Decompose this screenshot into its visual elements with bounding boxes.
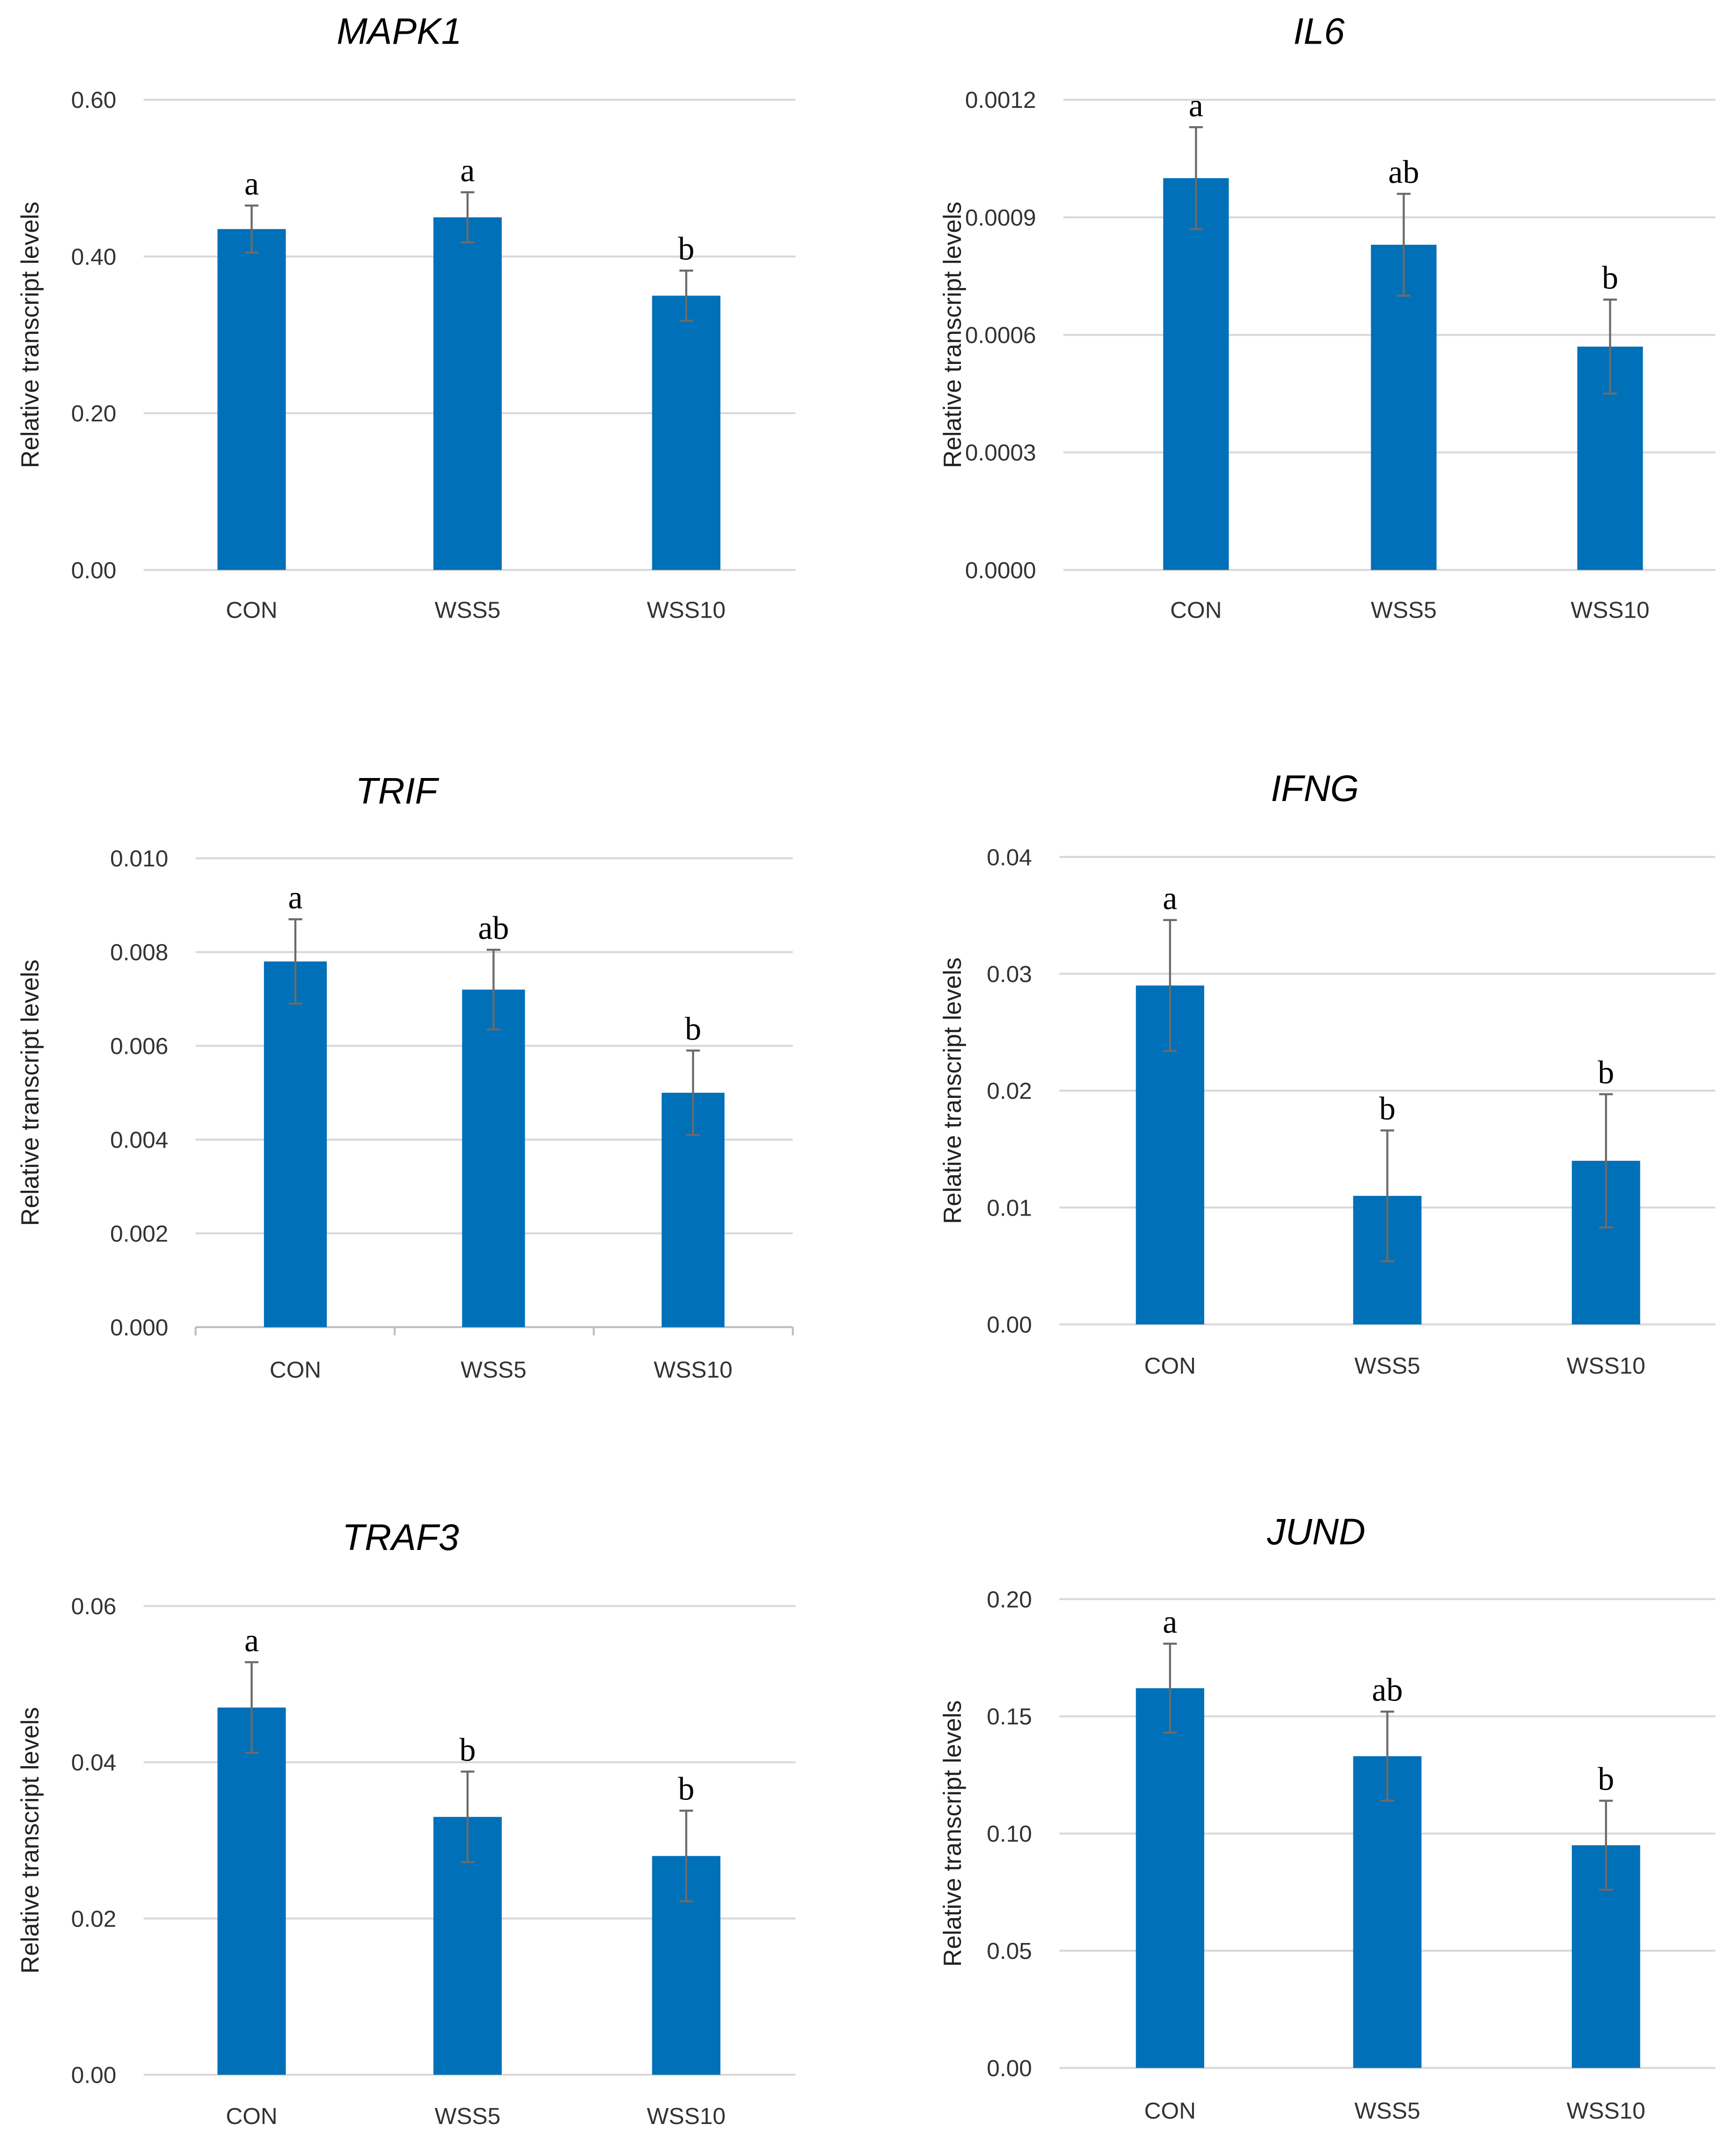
y-tick-label: 0.05: [987, 1938, 1032, 1964]
x-tick-label: CON: [1144, 2098, 1196, 2124]
y-tick-label: 0.006: [110, 1034, 168, 1059]
y-tick-label: 0.10: [987, 1821, 1032, 1847]
significance-label: a: [244, 166, 259, 202]
significance-label: b: [1379, 1091, 1396, 1127]
significance-label: b: [678, 231, 694, 267]
x-tick-label: WSS10: [1567, 2098, 1645, 2124]
significance-label: a: [1163, 1604, 1177, 1640]
chart-panel-trif: TRIF 0.000 0.002 0.004 0.006 0.008 0.010 Relati…: [17, 771, 794, 1383]
bar-con: [264, 961, 327, 1327]
significance-label: a: [460, 153, 475, 189]
chart-panel-ifng: IFNG 0.00 0.01 0.02 0.03 0.04 Relative transcr…: [939, 768, 1715, 1379]
x-tick-label: WSS10: [1571, 597, 1650, 623]
y-tick-label: 0.02: [71, 1906, 116, 1932]
y-tick-label: 0.15: [987, 1704, 1032, 1730]
y-tick-label: 0.00: [987, 1312, 1032, 1338]
y-tick-label: 0.0009: [965, 205, 1036, 231]
bar-wss5: [462, 990, 525, 1327]
bar-wss5: [1353, 1756, 1422, 2068]
y-tick-label: 0.00: [987, 2056, 1032, 2081]
x-tick-label: CON: [270, 1357, 321, 1383]
significance-label: b: [685, 1011, 701, 1047]
bar-con: [1163, 178, 1229, 570]
y-tick-label: 0.06: [71, 1594, 116, 1619]
significance-label: ab: [1372, 1672, 1403, 1708]
y-axis-label: Relative transcript levels: [939, 1700, 966, 1966]
chart-panel-jund: JUND 0.00 0.05 0.10 0.15 0.20 Relative transcr…: [939, 1511, 1715, 2124]
y-tick-label: 0.60: [71, 87, 116, 113]
chart-title: TRAF3: [342, 1517, 459, 1558]
y-tick-label: 0.40: [71, 244, 116, 270]
y-tick-label: 0.02: [987, 1078, 1032, 1104]
y-tick-label: 0.20: [987, 1587, 1032, 1612]
y-axis-label: Relative transcript levels: [17, 1707, 44, 1973]
x-tick-label: WSS5: [1354, 2098, 1420, 2124]
y-tick-label: 0.01: [987, 1195, 1032, 1221]
y-tick-label: 0.0000: [965, 558, 1036, 583]
chart-title: IFNG: [1271, 768, 1359, 809]
y-tick-label: 0.20: [71, 401, 116, 427]
chart-title: TRIF: [355, 771, 439, 812]
chart-title: MAPK1: [337, 10, 462, 52]
significance-label: a: [1163, 881, 1177, 917]
significance-label: b: [1598, 1055, 1614, 1091]
y-axis-label: Relative transcript levels: [17, 202, 44, 468]
y-tick-label: 0.0003: [965, 440, 1036, 466]
y-axis-label: Relative transcript levels: [939, 202, 966, 468]
y-tick-label: 0.010: [110, 846, 168, 872]
bar-wss5: [1371, 244, 1437, 570]
significance-label: b: [460, 1732, 476, 1768]
x-tick-label: WSS5: [1354, 1353, 1420, 1379]
x-tick-label: CON: [1144, 1353, 1196, 1379]
significance-label: a: [1189, 88, 1203, 124]
bar-con: [1136, 1688, 1204, 2068]
chart-panel-il6: IL6 0.0000 0.0003 0.0006 0.0009 0.0012 Relativ…: [939, 10, 1715, 623]
y-tick-label: 0.03: [987, 961, 1032, 987]
y-tick-label: 0.00: [71, 2063, 116, 2088]
significance-label: ab: [478, 910, 509, 946]
y-tick-label: 0.004: [110, 1127, 168, 1153]
significance-label: b: [1598, 1761, 1614, 1797]
x-tick-label: CON: [226, 597, 278, 623]
chart-title: JUND: [1267, 1511, 1366, 1552]
x-tick-label: WSS10: [647, 2103, 725, 2129]
chart-panel-traf3: TRAF3 0.00 0.02 0.04 0.06 Relative transcript…: [17, 1517, 796, 2129]
x-tick-label: WSS5: [435, 597, 500, 623]
significance-label: a: [288, 880, 302, 916]
bar-wss10: [652, 295, 721, 570]
y-tick-label: 0.04: [71, 1750, 116, 1776]
x-tick-label: WSS10: [647, 597, 725, 623]
chart-title: IL6: [1293, 10, 1345, 52]
x-tick-label: WSS5: [1371, 597, 1436, 623]
x-tick-label: WSS5: [460, 1357, 526, 1383]
x-tick-label: WSS10: [1567, 1353, 1645, 1379]
y-tick-label: 0.008: [110, 940, 168, 966]
bar-con: [217, 1707, 286, 2075]
significance-label: ab: [1388, 154, 1419, 190]
chart-panel-mapk1: MAPK1 0.00 0.20 0.40 0.60 Relative transcript…: [17, 10, 796, 623]
significance-label: b: [1602, 260, 1618, 296]
y-tick-label: 0.002: [110, 1221, 168, 1247]
y-axis-label: Relative transcript levels: [17, 960, 44, 1226]
x-tick-label: WSS10: [654, 1357, 732, 1383]
bar-wss5: [433, 217, 502, 570]
y-tick-label: 0.000: [110, 1315, 168, 1340]
y-axis-label: Relative transcript levels: [939, 958, 966, 1224]
significance-label: b: [678, 1771, 694, 1807]
y-tick-label: 0.0012: [965, 87, 1036, 113]
y-tick-label: 0.00: [71, 558, 116, 583]
x-tick-label: CON: [1170, 597, 1222, 623]
y-tick-label: 0.0006: [965, 323, 1036, 348]
significance-label: a: [244, 1623, 259, 1659]
bar-con: [217, 229, 286, 570]
y-tick-label: 0.04: [987, 845, 1032, 870]
x-tick-label: WSS5: [435, 2103, 500, 2129]
x-tick-label: CON: [226, 2103, 278, 2129]
